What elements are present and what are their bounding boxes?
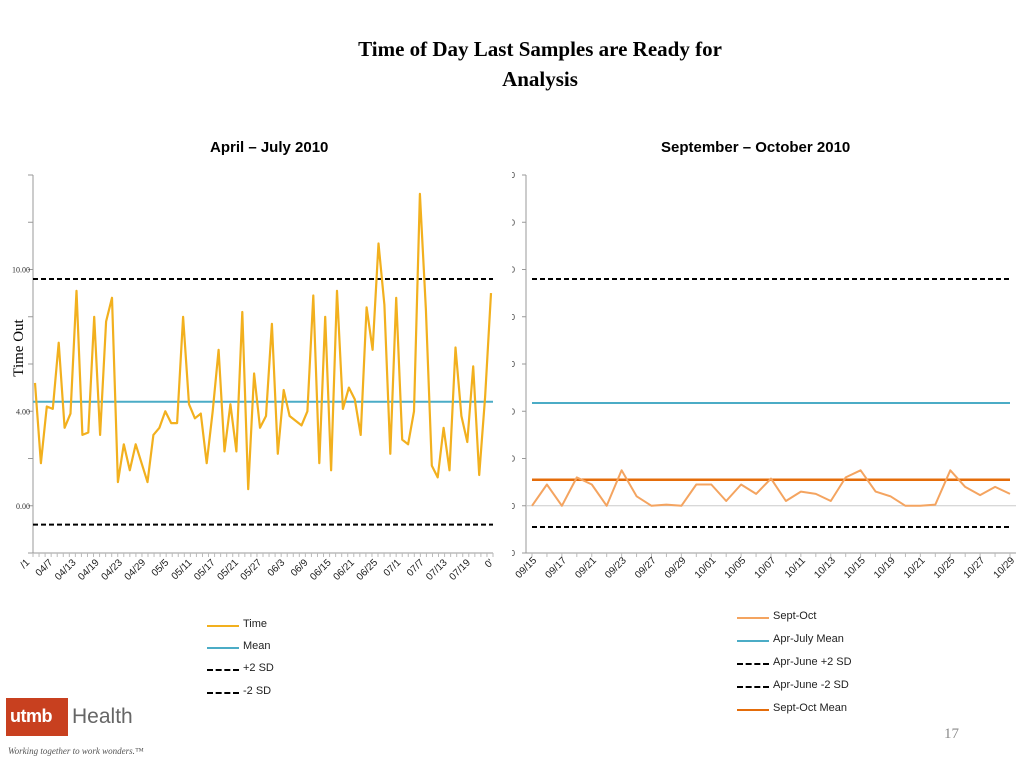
y-tick-label: 4.00 xyxy=(16,407,30,416)
legend-swatch-plus-2sd xyxy=(207,669,239,671)
y-tick-label: 10.00 xyxy=(12,266,30,275)
y-tick-label: 0.00 xyxy=(16,502,30,511)
y-tick-label: 6.00 xyxy=(512,360,516,369)
x-tick-label: 04/29 xyxy=(123,557,149,580)
legend-label-minus-2sd: -2 SD xyxy=(243,685,272,697)
x-tick-label: 10/19 xyxy=(872,555,898,580)
legend-label-plus-2sd: +2 SD xyxy=(243,662,274,674)
x-tick-label: 10/07 xyxy=(753,555,779,580)
x-tick-label: 10/25 xyxy=(932,555,958,580)
x-tick-label: /1 xyxy=(18,557,32,571)
x-tick-label: 05/17 xyxy=(192,557,218,580)
y-axis-label: Time Out xyxy=(11,318,27,376)
legend-swatch-apr-june-minus-2sd xyxy=(737,686,769,688)
legend-label-apr-july-mean: Apr-July Mean xyxy=(773,633,844,645)
legend-label-apr-june-minus-2sd: Apr-June -2 SD xyxy=(773,679,849,691)
y-tick-label: 0.00 xyxy=(512,502,516,511)
legend-swatch-mean xyxy=(207,647,239,649)
x-tick-label: 10/21 xyxy=(902,555,928,580)
page-number: 17 xyxy=(944,726,959,742)
legend-swatch-sept-oct-mean xyxy=(737,709,769,711)
logo-name: Health xyxy=(72,705,133,728)
x-tick-label: 09/15 xyxy=(514,555,540,580)
x-tick-label: 10/11 xyxy=(783,555,808,580)
slide-title-line1: Time of Day Last Samples are Ready for xyxy=(358,37,722,61)
x-tick-label: 09/21 xyxy=(573,555,599,580)
y-tick-label: .0.00 xyxy=(512,266,516,275)
legend-swatch-sept-oct xyxy=(737,617,769,619)
chart-left-title: April – July 2010 xyxy=(210,139,329,156)
utmb-health-logo: utmb Health Working together to work won… xyxy=(6,698,156,758)
y-tick-label: .2.00 xyxy=(512,218,516,227)
slide-title-line2: Analysis xyxy=(502,67,578,91)
x-tick-label: 10/13 xyxy=(812,555,838,580)
x-tick-label: 05/11 xyxy=(170,557,195,580)
slide-title: Time of Day Last Samples are Ready for A… xyxy=(260,34,820,94)
legend-label-sept-oct-mean: Sept-Oct Mean xyxy=(773,702,847,714)
x-tick-label: 07/13 xyxy=(424,557,450,580)
x-tick-label: 0' xyxy=(483,557,496,570)
y-tick-label: 4.00 xyxy=(512,407,516,416)
x-tick-label: 06/25 xyxy=(355,557,381,580)
y-tick-label: -2.00 xyxy=(512,549,516,558)
x-tick-label: 09/17 xyxy=(544,555,570,580)
legend-label-sept-oct: Sept-Oct xyxy=(773,610,817,622)
x-tick-label: 05/21 xyxy=(215,557,241,580)
x-tick-label: 10/15 xyxy=(842,555,868,580)
x-tick-label: 09/29 xyxy=(663,555,689,580)
x-tick-label: 04/23 xyxy=(99,557,125,580)
legend-swatch-time xyxy=(207,625,239,627)
x-tick-label: 07/1 xyxy=(382,557,404,579)
x-tick-label: 06/15 xyxy=(308,557,334,580)
x-tick-label: 04/19 xyxy=(76,557,102,580)
x-tick-label: 10/27 xyxy=(962,555,988,580)
legend-swatch-minus-2sd xyxy=(207,692,239,694)
x-tick-label: 10/29 xyxy=(992,555,1018,580)
y-tick-label: 2.00 xyxy=(512,455,516,464)
y-tick-label: 8.00 xyxy=(512,313,516,322)
legend-label-time: Time xyxy=(243,618,268,630)
x-tick-label: 10/01 xyxy=(693,555,719,580)
x-tick-label: 06/3 xyxy=(266,557,288,579)
x-tick-label: 06/21 xyxy=(331,557,357,580)
legend-label-mean: Mean xyxy=(243,640,271,652)
y-tick-label: .4.00 xyxy=(512,171,516,180)
legend-swatch-apr-june-plus-2sd xyxy=(737,663,769,665)
logo-box: utmb xyxy=(6,698,68,736)
chart-right: -2.00 0.00 2.00 4.00 6.00 8.00 .0.00 .2.00 .4.00… xyxy=(512,171,1018,580)
x-tick-label: 05/5 xyxy=(150,557,172,579)
x-tick-label: 10/05 xyxy=(723,555,749,580)
x-tick-label: 04/13 xyxy=(53,557,79,580)
time-series-line xyxy=(33,192,493,491)
x-tick-label: 09/27 xyxy=(633,555,659,580)
sept-oct-series-line xyxy=(531,469,1011,507)
logo-brand: utmb xyxy=(10,706,53,726)
legend-label-apr-june-plus-2sd: Apr-June +2 SD xyxy=(773,656,852,668)
legend-swatch-apr-july-mean xyxy=(737,640,769,642)
x-tick-label: 05/27 xyxy=(239,557,265,580)
logo-tagline: Working together to work wonders.™ xyxy=(8,746,144,756)
x-tick-label: 09/23 xyxy=(603,555,629,580)
x-tick-label: 07/19 xyxy=(447,557,473,580)
chart-right-title: September – October 2010 xyxy=(661,139,851,156)
